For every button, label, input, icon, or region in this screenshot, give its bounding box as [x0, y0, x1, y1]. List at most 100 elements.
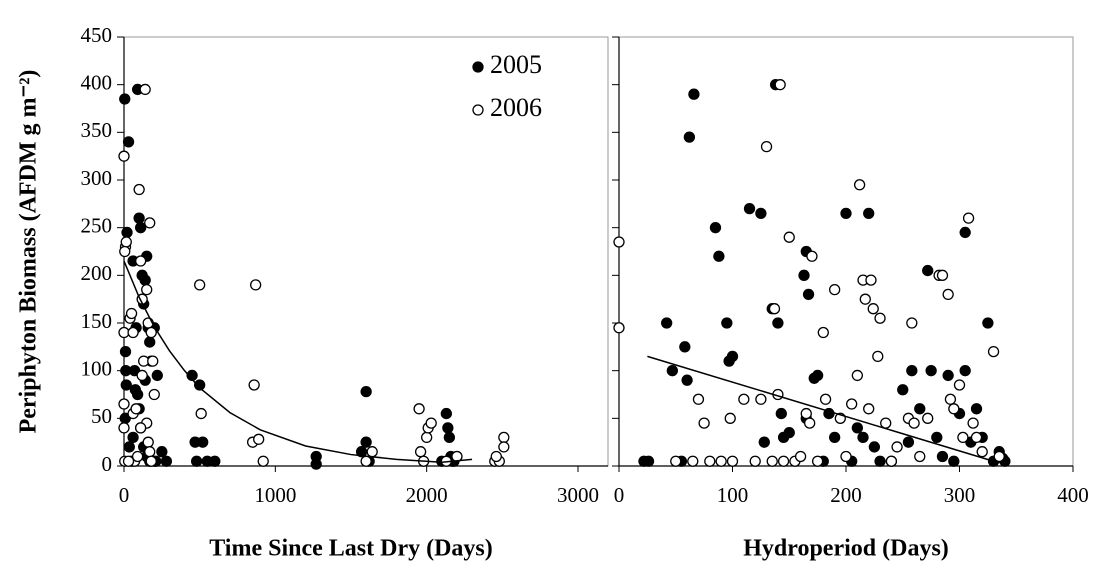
point	[194, 379, 206, 391]
legend-label: 2005	[490, 50, 542, 79]
point	[194, 279, 206, 291]
y-tick-label: 0	[102, 452, 113, 476]
point	[755, 207, 767, 220]
point	[885, 455, 898, 467]
point	[250, 279, 262, 291]
point	[749, 455, 761, 467]
point	[120, 236, 132, 248]
y-tick-label: 200	[81, 261, 113, 285]
point	[738, 393, 750, 405]
point	[119, 93, 131, 105]
legend-label: 2006	[490, 93, 542, 122]
point	[133, 212, 145, 224]
point	[959, 226, 971, 239]
point	[681, 374, 693, 386]
point	[794, 450, 807, 463]
point	[817, 326, 829, 339]
point	[811, 455, 824, 467]
point	[726, 350, 739, 363]
point	[936, 269, 949, 281]
point	[811, 369, 824, 382]
point	[136, 369, 148, 382]
x-tick-label: 400	[1057, 483, 1089, 507]
point	[760, 140, 773, 153]
point	[440, 407, 452, 420]
x-tick-label: 1000	[254, 483, 296, 507]
point	[863, 403, 875, 415]
point	[982, 317, 994, 329]
trend-line	[123, 260, 473, 463]
x-tick-label: 0	[614, 483, 625, 507]
point	[692, 393, 705, 405]
point	[783, 231, 795, 243]
point	[922, 412, 934, 424]
x-axis-label: Hydroperiod (Days)	[743, 536, 949, 562]
point	[758, 436, 770, 448]
point	[142, 436, 154, 448]
point	[679, 341, 691, 353]
point	[127, 431, 139, 444]
point	[186, 369, 198, 382]
point	[993, 450, 1005, 463]
y-tick-label: 50	[91, 404, 112, 428]
point	[772, 317, 784, 329]
y-tick-label: 400	[81, 70, 113, 94]
point	[683, 131, 696, 143]
point	[121, 226, 133, 239]
point	[970, 431, 983, 444]
point	[704, 455, 716, 467]
point	[425, 417, 437, 429]
point	[366, 446, 378, 458]
point	[863, 207, 875, 220]
point	[846, 398, 858, 410]
point	[798, 269, 810, 281]
point	[880, 417, 892, 429]
point	[613, 322, 625, 334]
point	[144, 446, 156, 458]
point	[976, 446, 988, 458]
point	[957, 431, 969, 444]
point	[908, 417, 920, 429]
point	[944, 393, 957, 405]
trend-line	[647, 355, 994, 462]
y-tick-label: 250	[81, 213, 113, 237]
point	[777, 455, 790, 467]
point	[829, 283, 841, 296]
point	[804, 417, 816, 429]
point	[190, 455, 203, 467]
point	[125, 307, 138, 320]
point	[120, 379, 132, 391]
point	[942, 288, 954, 301]
point	[987, 345, 1000, 358]
point	[891, 441, 903, 453]
point	[257, 455, 269, 467]
point	[118, 422, 130, 434]
point	[819, 393, 832, 405]
point	[925, 365, 937, 377]
point	[698, 417, 710, 429]
point	[613, 236, 625, 248]
point	[145, 326, 157, 339]
point	[197, 436, 209, 448]
point	[195, 407, 207, 420]
point	[310, 458, 322, 470]
point	[721, 317, 733, 329]
point	[743, 202, 756, 215]
point	[942, 369, 954, 382]
point	[209, 455, 221, 467]
x-tick-label: 0	[119, 483, 130, 507]
point	[897, 384, 909, 396]
point	[144, 336, 156, 348]
point	[498, 441, 510, 453]
point	[134, 222, 147, 234]
point	[421, 431, 433, 444]
point	[498, 431, 510, 444]
legend-marker	[472, 104, 484, 116]
point	[129, 384, 142, 396]
point	[715, 455, 727, 467]
point	[867, 303, 879, 315]
point	[414, 446, 427, 458]
point	[119, 245, 131, 258]
point	[147, 355, 159, 367]
